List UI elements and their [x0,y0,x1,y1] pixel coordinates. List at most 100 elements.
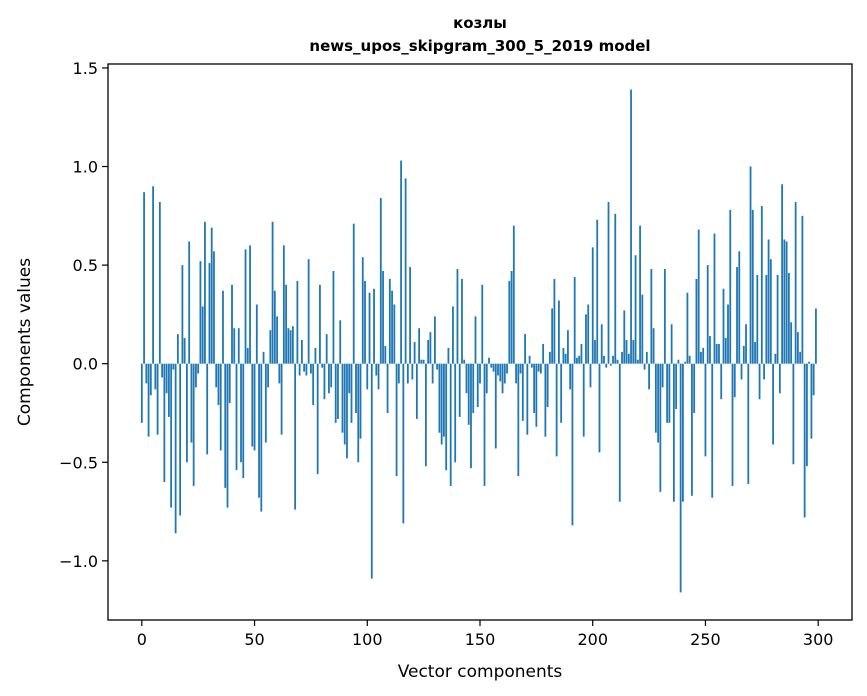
bar [156,363,159,435]
bar [542,343,545,364]
bar [677,359,680,364]
bar [375,363,378,376]
bar [201,306,204,364]
bar [219,363,222,451]
bar [291,326,294,364]
bar [582,363,585,437]
bar [772,363,774,445]
bar [607,202,610,364]
bar [790,322,793,364]
bar [176,334,179,364]
bar [264,363,267,443]
bar [285,284,288,364]
bar [578,355,581,364]
bar [461,278,463,364]
bar [456,269,459,364]
bar [596,219,599,364]
bar [278,363,281,384]
bar [697,229,700,364]
y-axis-label: Components values [15,258,35,426]
bar [763,363,765,380]
bar [231,284,233,364]
bar [785,241,788,364]
bar [296,280,299,364]
bar [303,363,306,372]
chart-title: козлы [453,14,507,32]
bar [255,304,258,364]
x-tick-label: 0 [137,630,147,649]
bar [167,363,170,417]
x-tick-label: 50 [244,630,264,649]
bar [197,363,200,374]
bar [603,355,605,364]
bar [276,316,278,364]
bar [524,334,526,364]
bar [738,251,741,364]
bar [467,363,470,425]
bar [530,363,533,368]
bar [675,363,678,410]
bar [672,363,675,502]
bar [204,221,206,364]
bar [422,359,425,364]
bar [474,316,477,364]
bar [409,267,412,364]
bar [614,213,617,364]
bar [357,363,360,463]
bar [443,363,445,437]
bar [154,363,157,390]
bar [666,363,669,423]
bar [494,363,497,449]
bar [305,363,308,376]
bar [242,363,245,479]
bar [447,347,450,364]
bar [298,363,301,376]
bar [388,278,391,364]
bar [636,359,639,364]
bar [569,363,572,390]
bar [258,363,260,498]
bar [803,363,806,518]
bar [632,340,635,364]
bar [639,225,641,364]
bar [668,363,671,423]
bar [564,353,567,364]
bar [776,274,779,364]
bar [661,363,664,388]
bar [158,202,161,364]
bar [815,308,817,364]
bar [282,245,285,364]
bar [724,338,727,364]
bar [567,330,569,364]
bar [625,340,628,364]
bar [438,363,441,433]
bar [420,359,423,364]
bar [727,304,729,364]
bar [576,357,578,364]
bar [684,361,687,364]
bar [663,269,666,364]
bar [769,259,772,364]
bar [808,361,811,364]
bar [573,276,576,364]
x-axis-label: Vector components [398,662,563,682]
bar [415,363,418,419]
bar [643,363,646,370]
bar [440,363,443,445]
bar [709,336,711,364]
bar [300,340,303,364]
bar [368,292,371,364]
bar [224,363,227,488]
bar [470,363,472,469]
bar [246,347,249,364]
bar [316,363,319,475]
bar [402,363,405,524]
bar [758,363,761,400]
x-tick-label: 250 [690,630,721,649]
bar [695,278,698,364]
x-tick-label: 200 [577,630,608,649]
bar [670,324,673,364]
bar [609,363,612,366]
bar [418,328,421,364]
bar [747,363,750,484]
